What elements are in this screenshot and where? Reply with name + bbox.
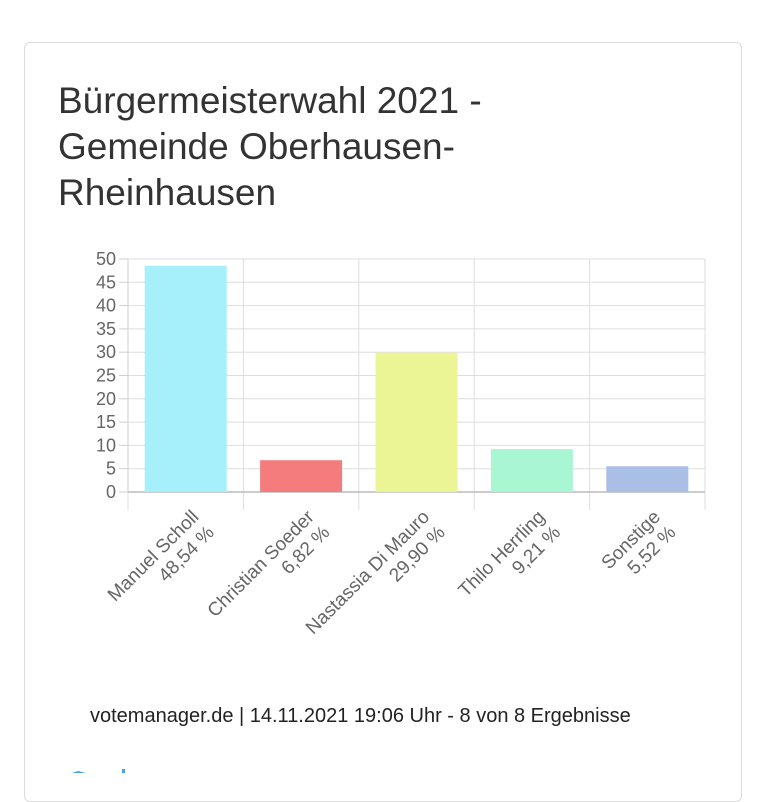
source-footer: votemanager.de | 14.11.2021 19:06 Uhr - … <box>90 705 631 727</box>
bar-5 <box>606 466 689 492</box>
y-tick-label: 50 <box>96 249 116 269</box>
y-tick-label: 5 <box>106 459 116 479</box>
y-tick-label: 45 <box>96 272 116 292</box>
y-tick-label: 15 <box>96 412 116 432</box>
y-tick-label: 25 <box>96 366 116 386</box>
bar-2 <box>260 460 343 492</box>
y-tick-label: 20 <box>96 389 116 409</box>
bar-3 <box>375 352 458 492</box>
y-tick-label: 0 <box>106 482 116 502</box>
bar-1 <box>144 265 227 492</box>
y-tick-label: 40 <box>96 296 116 316</box>
y-tick-label: 35 <box>96 319 116 339</box>
logo-fragment <box>72 760 152 773</box>
chart-title: Bürgermeisterwahl 2021 - Gemeinde Oberha… <box>58 80 482 213</box>
y-tick-label: 10 <box>96 435 116 455</box>
bar-4 <box>490 449 573 492</box>
y-tick-label: 30 <box>96 342 116 362</box>
